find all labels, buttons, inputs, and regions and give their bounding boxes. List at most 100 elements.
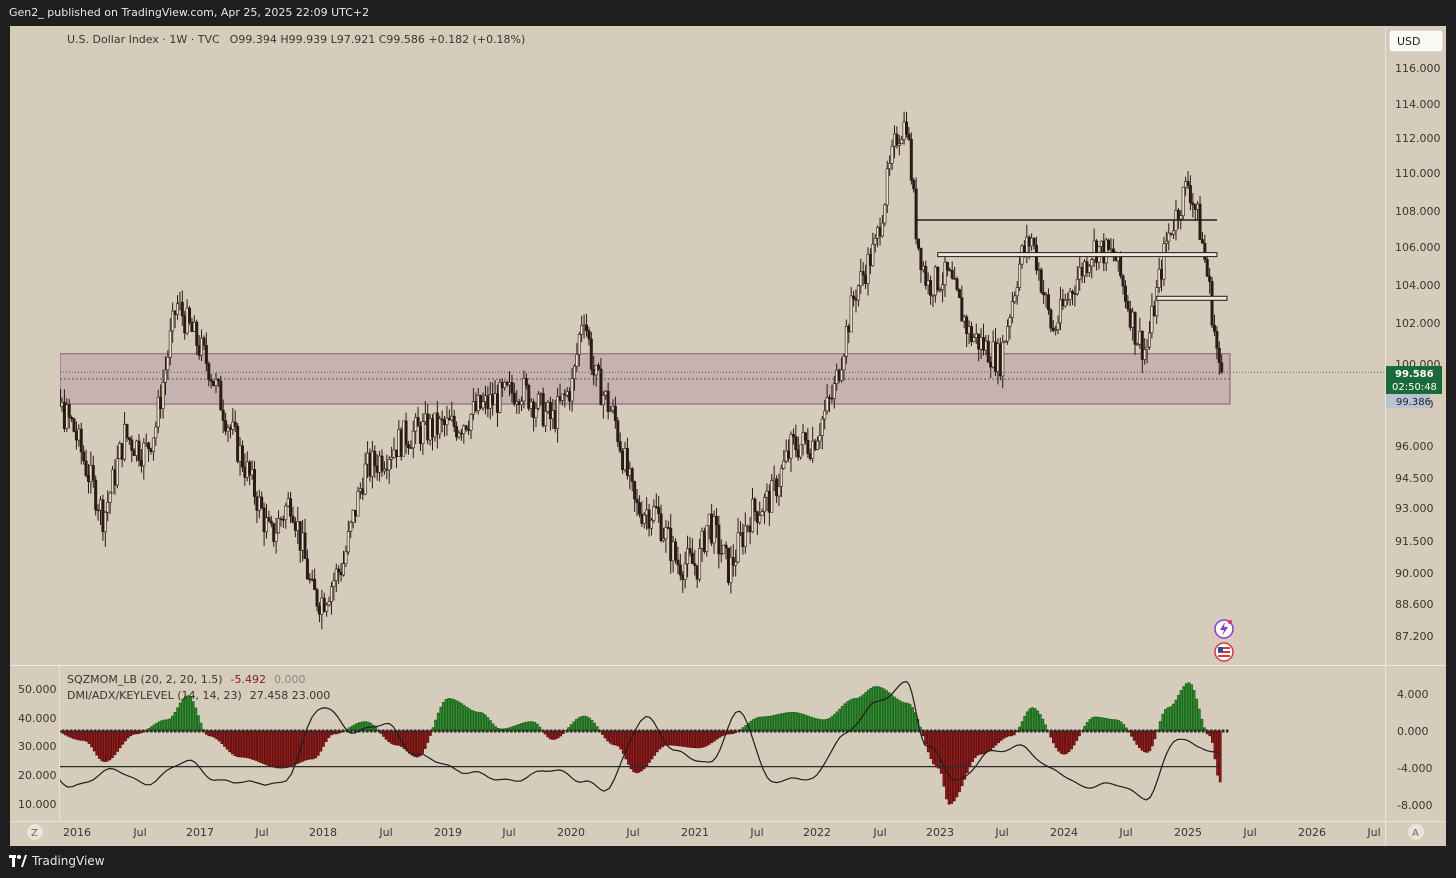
candle-body — [257, 496, 261, 511]
squeeze-dot — [102, 729, 105, 733]
candle-body — [681, 574, 685, 580]
candle-body — [758, 515, 762, 523]
candle-body — [474, 401, 478, 412]
candle-body — [1186, 180, 1190, 186]
candle-body — [459, 432, 463, 435]
candle-body — [664, 527, 668, 539]
candle-body — [729, 557, 733, 584]
candle-body — [900, 139, 904, 144]
candle-body — [512, 392, 516, 405]
squeeze-dot — [470, 729, 473, 733]
lightning-event-icon[interactable] — [1214, 619, 1234, 639]
candle-body — [190, 321, 194, 332]
candle-body — [378, 455, 382, 473]
candle-body — [693, 563, 697, 566]
squeeze-dot — [898, 729, 901, 733]
indicator-left-axis[interactable]: 50.000 40.000 30.000 20.000 10.000 — [18, 683, 57, 811]
candle-body — [647, 509, 651, 529]
candle-body — [760, 511, 764, 516]
time-tick-label: Jul — [501, 826, 515, 839]
current-price-label: 99.586 02:50:48 — [1386, 366, 1442, 394]
auto-scale-button[interactable]: A — [1408, 824, 1424, 840]
squeeze-dot — [1030, 729, 1033, 733]
candle-body — [202, 337, 206, 346]
tradingview-logo[interactable]: TradingView — [9, 854, 105, 868]
squeeze-dot — [154, 729, 157, 733]
indicator-pane[interactable] — [31, 680, 1229, 805]
squeeze-dot — [1142, 729, 1145, 733]
candle-body — [989, 362, 993, 368]
squeeze-dot — [214, 729, 217, 733]
indicator-right-axis[interactable]: 4.000 0.000 -4.000 -8.000 — [1397, 688, 1432, 812]
candle-body — [269, 520, 273, 524]
squeeze-dot — [230, 729, 233, 733]
resistance-box[interactable] — [937, 252, 1218, 258]
svg-text:99.386: 99.386 — [1396, 397, 1431, 408]
candle-body — [149, 448, 153, 453]
dmi-legend[interactable]: DMI/ADX/KEYLEVEL (14, 14, 23) 27.458 23.0… — [67, 689, 330, 702]
candle-body — [435, 412, 439, 435]
candle-body — [322, 597, 326, 612]
candle-body — [609, 409, 613, 412]
indicator-right-tick: -4.000 — [1397, 762, 1432, 775]
candle-body — [830, 397, 834, 400]
squeeze-dot — [178, 729, 181, 733]
candle-body — [51, 409, 53, 410]
squeeze-dot — [82, 729, 85, 733]
price-pane[interactable] — [30, 111, 1385, 630]
time-tick-label: Jul — [994, 826, 1008, 839]
resistance-lines[interactable] — [916, 219, 1228, 301]
candle-body — [142, 442, 146, 467]
price-axis[interactable]: 116.000 114.000 112.000 110.000 108.000 106.0… — [1395, 62, 1441, 643]
candle-body — [984, 340, 988, 351]
squeeze-dot — [618, 729, 621, 733]
candle-body — [481, 401, 485, 409]
squeeze-dot — [354, 729, 357, 733]
symbol-legend[interactable]: U.S. Dollar Index · 1W · TVC O99.394 H99.… — [67, 33, 525, 46]
candle-body — [767, 490, 771, 513]
squeeze-dot — [98, 729, 101, 733]
squeeze-dot — [986, 729, 989, 733]
candle-body — [628, 468, 632, 476]
candle-body — [811, 440, 815, 459]
candle-body — [498, 382, 502, 413]
resistance-box[interactable] — [1156, 295, 1228, 301]
candle-body — [957, 289, 961, 298]
candle-body — [397, 429, 401, 457]
time-axis[interactable]: 2016 Jul 2017 Jul 2018 Jul 2019 Jul 2020 Jul 2021 J… — [63, 826, 1381, 839]
squeeze-dot — [610, 729, 613, 733]
candle-body — [1104, 239, 1108, 264]
candle-body — [130, 439, 134, 451]
candle-body — [209, 379, 213, 382]
candle-body — [907, 133, 911, 140]
currency-button[interactable]: USD — [1388, 29, 1444, 53]
candle-body — [635, 498, 639, 503]
candle-body — [539, 393, 543, 395]
squeeze-dot — [598, 729, 601, 733]
candle-body — [171, 310, 175, 332]
candle-body — [127, 437, 131, 441]
candle-body — [640, 513, 644, 524]
candle-body — [188, 307, 192, 323]
candle-body — [991, 341, 995, 368]
candle-body — [1044, 294, 1048, 296]
candle-body — [1080, 267, 1084, 277]
candle-body — [529, 401, 533, 409]
candle-body — [137, 440, 141, 461]
sqzmom-legend[interactable]: SQZMOM_LB (20, 2, 20, 1.5) -5.492 0.000 — [67, 673, 306, 686]
squeeze-dot — [550, 729, 553, 733]
squeeze-dot — [1010, 729, 1013, 733]
us-flag-event-icon[interactable] — [1214, 642, 1234, 662]
candle-body — [801, 432, 805, 446]
squeeze-dot — [1210, 729, 1213, 733]
candle-body — [599, 368, 603, 406]
candle-body — [852, 295, 856, 300]
squeeze-dot — [518, 729, 521, 733]
candle-body — [674, 541, 678, 561]
zoom-reset-button[interactable]: Z — [27, 824, 43, 840]
squeeze-dot — [1078, 729, 1081, 733]
candle-body — [722, 544, 726, 554]
candle-body — [277, 518, 281, 534]
candle-body — [895, 133, 899, 146]
chart-canvas[interactable]: U.S. Dollar Index · 1W · TVC O99.394 H99.… — [10, 26, 1446, 846]
